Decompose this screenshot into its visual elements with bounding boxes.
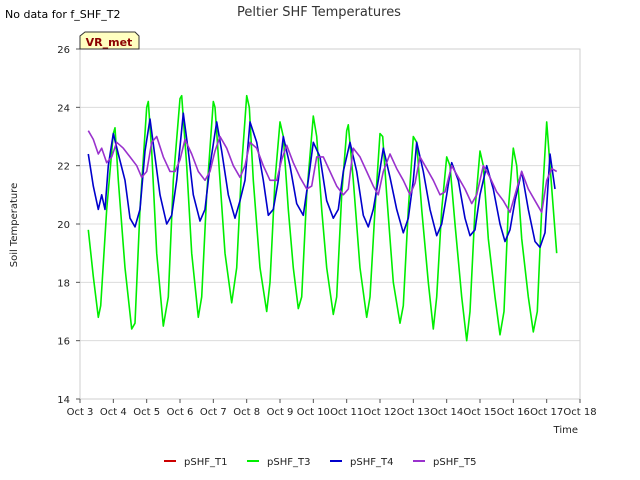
series-line-pSHF_T4 xyxy=(87,112,556,249)
axes: 14 16 18 20 22 24 26 Oct 3 Oct 4 Oct 5 Oct 6 Oct 7 O… xyxy=(57,45,596,418)
y-tick-label: 22 xyxy=(57,162,70,173)
plot-band xyxy=(80,165,580,224)
site-badge: VR_met xyxy=(79,31,140,50)
legend-label: pSHF_T3 xyxy=(267,457,310,468)
y-tick-label: 20 xyxy=(57,220,70,231)
legend-item-pSHF_T1: pSHF_T1 xyxy=(164,457,227,468)
badge-label: VR_met xyxy=(86,36,133,49)
x-tick-label: Oct 15 xyxy=(463,407,496,418)
x-tick-label: Oct 17 xyxy=(530,407,563,418)
y-tick-label: 14 xyxy=(57,395,70,406)
legend-item-pSHF_T4: pSHF_T4 xyxy=(330,457,393,468)
legend-item-pSHF_T5: pSHF_T5 xyxy=(413,457,476,468)
legend: pSHF_T1 pSHF_T3 pSHF_T4 pSHF_T5 xyxy=(164,457,476,468)
legend-label: pSHF_T5 xyxy=(433,457,476,468)
x-tick-label: Oct 18 xyxy=(563,407,596,418)
chart-title: Peltier SHF Temperatures xyxy=(237,5,401,20)
legend-item-pSHF_T3: pSHF_T3 xyxy=(247,457,310,468)
series-line-pSHF_T3 xyxy=(87,94,558,342)
x-tick-label: Oct 10 xyxy=(297,407,330,418)
plot-band xyxy=(80,340,580,399)
plot-band xyxy=(80,224,580,283)
x-tick-label: Oct 4 xyxy=(100,407,127,418)
x-tick-label: Oct 8 xyxy=(233,407,260,418)
x-tick-label: Oct 14 xyxy=(430,407,463,418)
plot-band xyxy=(80,49,580,108)
x-tick-label: Oct 7 xyxy=(200,407,227,418)
y-tick-label: 26 xyxy=(57,45,70,56)
badge-box xyxy=(79,31,140,50)
x-tick-label: Oct 3 xyxy=(67,407,94,418)
no-data-note: No data for f_SHF_T2 xyxy=(5,8,121,21)
y-tick-label: 16 xyxy=(57,337,70,348)
y-tick-label: 24 xyxy=(57,103,70,114)
x-tick-label: Oct 12 xyxy=(363,407,396,418)
x-axis-label: Time xyxy=(553,425,578,436)
series-line-pSHF_T5 xyxy=(87,130,558,214)
x-tick-label: Oct 13 xyxy=(397,407,430,418)
legend-label: pSHF_T4 xyxy=(350,457,393,468)
x-tick-label: Oct 5 xyxy=(133,407,160,418)
x-tick-label: Oct 6 xyxy=(167,407,194,418)
y-axis-label: Soil Temperature xyxy=(9,183,20,268)
legend-label: pSHF_T1 xyxy=(184,457,227,468)
x-tick-label: Oct 16 xyxy=(497,407,530,418)
series-lines xyxy=(87,94,558,342)
x-tick-label: Oct 11 xyxy=(330,407,363,418)
y-tick-label: 18 xyxy=(57,278,70,289)
x-tick-label: Oct 9 xyxy=(267,407,294,418)
